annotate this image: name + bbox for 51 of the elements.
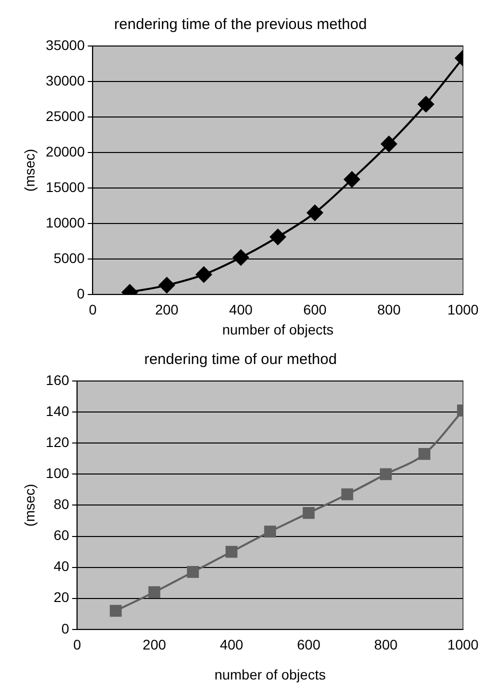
point xyxy=(341,488,354,500)
point xyxy=(232,249,249,266)
x-tick-label: 400 xyxy=(229,302,253,318)
y-axis-title: (msec) xyxy=(21,148,38,192)
point xyxy=(418,448,430,460)
point xyxy=(302,507,315,519)
x-tick-label: 0 xyxy=(88,302,97,318)
point xyxy=(196,266,212,283)
y-tick-label: 140 xyxy=(46,402,70,419)
point xyxy=(264,526,276,538)
y-tick-label: 80 xyxy=(54,496,70,512)
y-axis-title: (msec) xyxy=(21,484,38,527)
y-tick-label: 15000 xyxy=(46,178,85,195)
point xyxy=(226,546,238,558)
point xyxy=(418,96,434,112)
y-tick-label: 35000 xyxy=(46,36,85,53)
x-tick-label: 200 xyxy=(155,302,179,318)
point xyxy=(344,171,360,188)
point xyxy=(158,277,175,294)
point xyxy=(306,204,323,221)
point xyxy=(186,566,199,578)
y-tick-label: 30000 xyxy=(46,72,85,88)
x-tick-label: 600 xyxy=(303,302,327,318)
point xyxy=(380,136,397,152)
point xyxy=(148,586,160,598)
point xyxy=(110,604,122,617)
point xyxy=(270,228,286,245)
y-tick-label: 5000 xyxy=(54,250,85,266)
y-tick-label: 10000 xyxy=(46,214,85,230)
x-tick-label: 800 xyxy=(374,636,398,653)
x-tick-label: 200 xyxy=(142,636,166,653)
x-axis-title: number of objects xyxy=(214,666,326,682)
y-tick-label: 20000 xyxy=(46,143,85,160)
y-tick-label: 100 xyxy=(46,465,70,482)
point xyxy=(380,468,392,480)
x-tick-label: 400 xyxy=(220,636,244,653)
y-tick-label: 20 xyxy=(54,589,70,606)
y-tick-label: 160 xyxy=(46,372,70,388)
y-tick-label: 120 xyxy=(46,434,70,450)
x-tick-label: 1000 xyxy=(447,302,479,318)
x-tick-label: 1000 xyxy=(447,636,479,653)
x-tick-label: 600 xyxy=(296,636,321,653)
chart-title: rendering time of the previous method xyxy=(114,16,367,34)
chart-title: rendering time of our method xyxy=(144,351,337,368)
y-tick-label: 40 xyxy=(54,558,70,574)
y-tick-label: 0 xyxy=(76,285,85,302)
x-axis-title: number of objects xyxy=(222,321,334,338)
y-tick-label: 60 xyxy=(54,527,70,544)
y-tick-label: 25000 xyxy=(46,108,85,124)
x-tick-label: 800 xyxy=(377,302,401,318)
y-tick-label: 0 xyxy=(61,620,70,636)
